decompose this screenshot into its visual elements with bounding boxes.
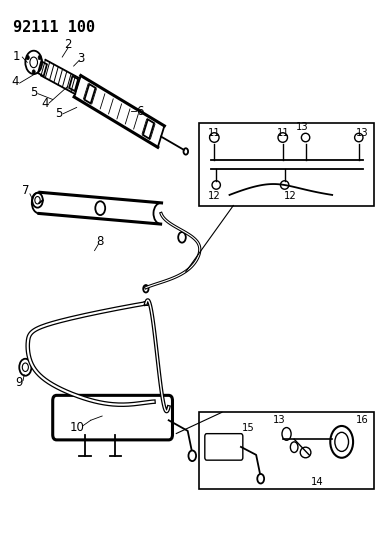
Text: 4: 4 [11,76,18,88]
Text: 11: 11 [277,128,289,138]
Text: 12: 12 [284,191,297,200]
Bar [84,84,95,103]
Text: 3: 3 [77,52,85,64]
Text: 4: 4 [41,96,49,110]
Text: 10: 10 [70,421,85,434]
Bar [38,61,47,76]
Text: 5: 5 [30,86,38,99]
Text: 16: 16 [356,415,369,425]
Text: 8: 8 [97,235,104,247]
Circle shape [38,55,41,60]
Text: 5: 5 [56,107,63,120]
Bar [199,123,374,206]
Text: 13: 13 [356,128,369,138]
Text: 6: 6 [136,104,144,118]
Text: 92111 100: 92111 100 [13,20,95,35]
Text: 12: 12 [208,191,221,200]
Circle shape [26,55,29,60]
Text: 2: 2 [64,38,72,51]
Text: 13: 13 [295,123,308,132]
Text: 7: 7 [21,184,29,197]
Circle shape [32,70,35,74]
Text: 9: 9 [15,376,23,389]
Bar [143,119,154,139]
Text: 14: 14 [311,477,323,487]
Text: 15: 15 [242,423,255,433]
Bar [69,76,78,91]
Text: 13: 13 [273,415,285,425]
Text: 1: 1 [13,50,20,62]
Text: 11: 11 [208,128,221,138]
Bar [199,413,374,489]
